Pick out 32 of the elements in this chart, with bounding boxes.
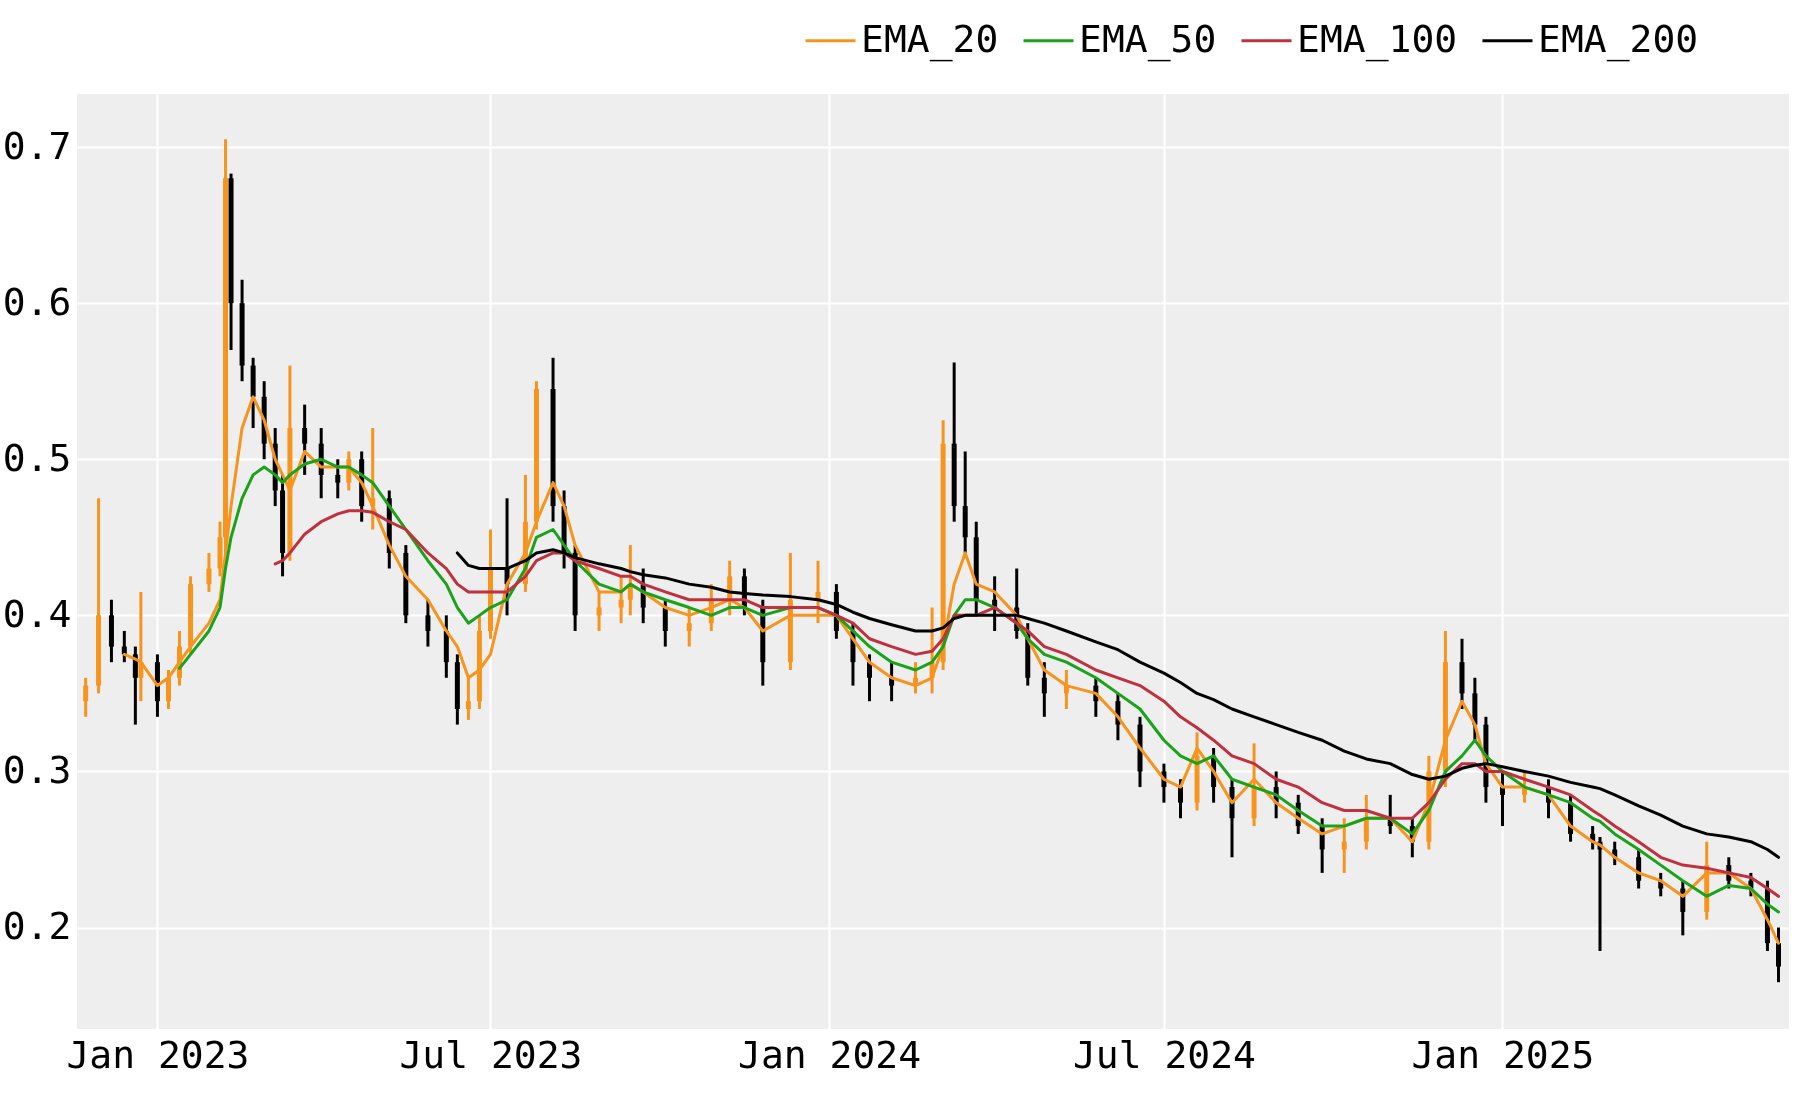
candlestick <box>596 591 602 631</box>
candlestick <box>618 576 624 625</box>
candlestick <box>465 677 471 720</box>
candlestick <box>1041 662 1047 717</box>
x-tick-label: Jan 2025 <box>1411 1032 1595 1077</box>
y-tick-label: 0.6 <box>2 279 72 324</box>
x-tick-label: Jul 2023 <box>399 1032 583 1077</box>
candlestick <box>165 669 171 710</box>
legend-label: EMA_200 <box>1538 16 1699 62</box>
y-tick-label: 0.4 <box>2 591 72 636</box>
candlestick <box>302 404 308 475</box>
candlestick <box>867 654 873 703</box>
candlestick <box>425 599 431 647</box>
y-tick-label: 0.7 <box>2 123 72 168</box>
y-tick-label: 0.3 <box>2 747 72 792</box>
x-tick-label: Jan 2024 <box>738 1032 922 1077</box>
candlestick <box>686 607 692 647</box>
y-tick-label: 0.2 <box>2 904 72 949</box>
line-series <box>273 509 1780 898</box>
x-tick-label: Jul 2024 <box>1072 1032 1256 1077</box>
candlestick <box>206 551 212 592</box>
legend-label: EMA_20 <box>861 16 999 62</box>
y-tick-label: 0.5 <box>2 435 72 480</box>
candlestick <box>662 599 668 647</box>
candlestick <box>335 459 341 499</box>
legend-label: EMA_100 <box>1297 16 1458 62</box>
candlestick <box>1775 927 1781 984</box>
candlestick <box>83 676 89 717</box>
line-series <box>178 457 1780 914</box>
x-tick-label: Jan 2023 <box>66 1032 250 1077</box>
legend-label: EMA_50 <box>1079 16 1217 62</box>
candlestick <box>1341 818 1347 873</box>
